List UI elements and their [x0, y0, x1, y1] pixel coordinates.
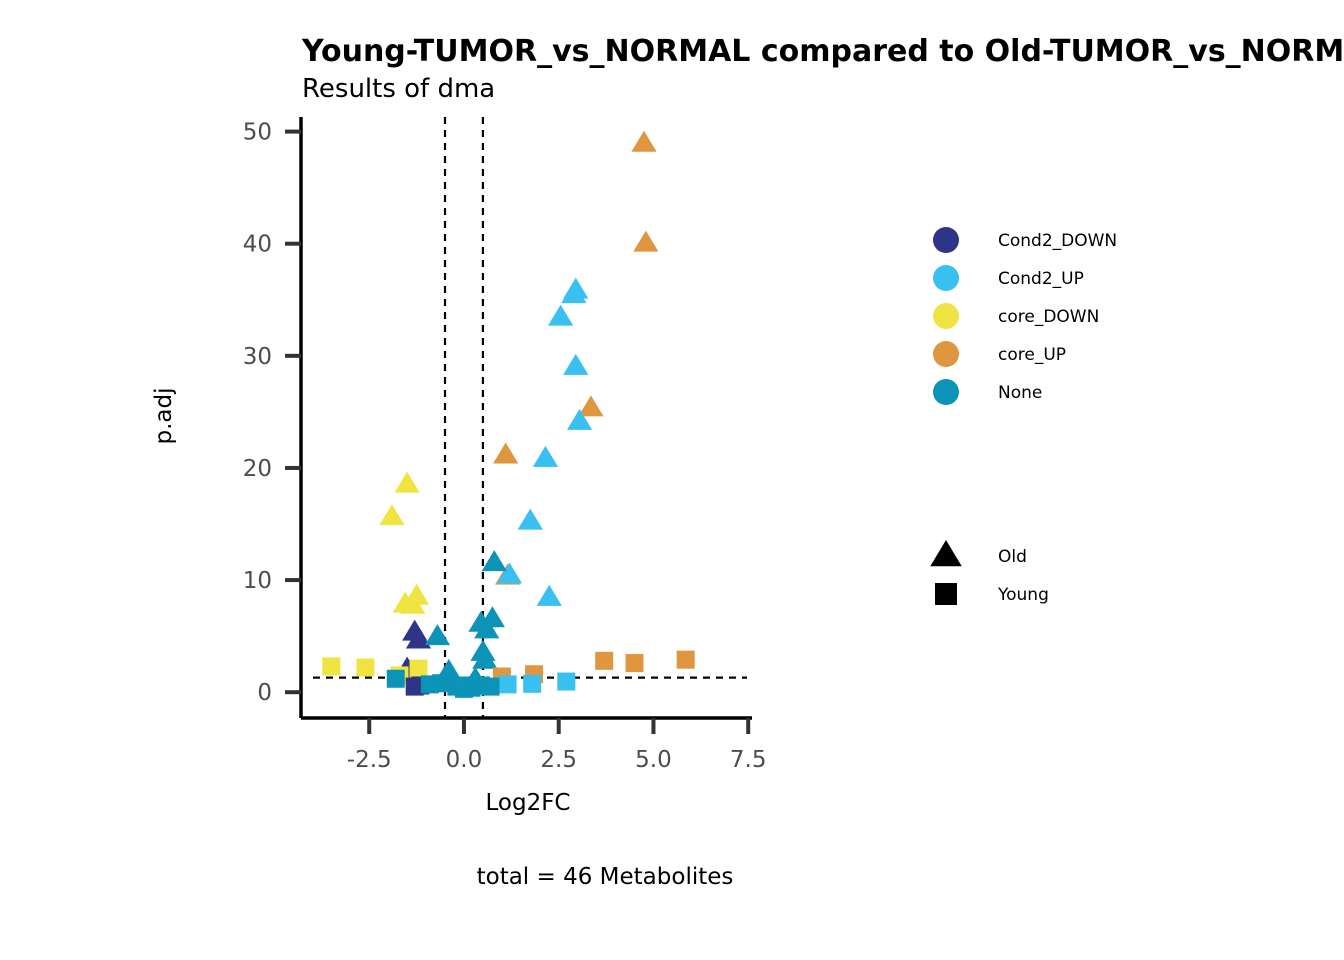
legend-color-label-3: core_UP: [998, 345, 1066, 365]
point-old-0: [631, 130, 657, 152]
point-old-18: [400, 592, 426, 614]
point-old-2: [578, 395, 604, 417]
y-tick-label-1: 10: [243, 568, 272, 594]
legend-color-key-4: [933, 379, 959, 405]
x-tick-label-2: 2.5: [540, 747, 577, 773]
legend-color-label-4: None: [998, 383, 1042, 403]
chart-subtitle: Results of dma: [302, 74, 495, 104]
x-tick-label-1: 0.0: [446, 747, 483, 773]
point-young-8: [322, 657, 341, 676]
point-old-7: [548, 304, 574, 326]
data-points: [322, 130, 695, 698]
point-young-6: [523, 674, 542, 693]
point-young-22: [451, 676, 470, 695]
y-tick-label-3: 30: [243, 344, 272, 370]
point-young-2: [625, 654, 644, 673]
point-young-0: [676, 650, 695, 669]
legend-color-label-0: Cond2_DOWN: [998, 231, 1117, 251]
y-tick-label-0: 0: [257, 680, 272, 706]
legend-shape-label-1: Young: [997, 585, 1049, 605]
point-young-7: [498, 675, 517, 694]
point-old-1: [633, 230, 659, 252]
x-tick-label-3: 5.0: [635, 747, 672, 773]
point-old-25: [474, 617, 500, 639]
legend-color-key-3: [933, 341, 959, 367]
y-axis-title: p.adj: [151, 388, 177, 445]
legend-color-label-1: Cond2_UP: [998, 269, 1084, 289]
x-tick-label-4: 7.5: [730, 747, 767, 773]
legend-color-key-1: [933, 265, 959, 291]
point-old-3: [493, 442, 519, 464]
legend-shape-key-1: [935, 583, 957, 605]
legend-color-key-0: [933, 227, 959, 253]
point-young-14: [386, 669, 405, 688]
point-old-12: [496, 562, 523, 584]
y-tick-label-2: 20: [243, 456, 272, 482]
y-tick-label-5: 50: [243, 120, 272, 146]
caption-total: total = 46 Metabolites: [477, 864, 734, 890]
x-tick-label-0: -2.5: [347, 747, 392, 773]
point-old-6: [561, 282, 587, 304]
point-old-14: [394, 471, 420, 493]
axes: -2.5 0.0 2.5 5.0 7.5 0 10 20 30 40 50: [243, 117, 767, 773]
y-tick-label-4: 40: [243, 232, 272, 258]
point-old-8: [563, 353, 589, 375]
point-old-22: [481, 550, 507, 572]
x-axis-title: Log2FC: [485, 790, 570, 816]
legend-color-key-2: [933, 303, 959, 329]
point-young-16: [432, 674, 451, 693]
point-young-10: [409, 659, 428, 678]
reference-lines: [313, 117, 747, 718]
point-old-20: [405, 627, 432, 649]
point-old-15: [379, 504, 405, 526]
point-old-28: [472, 647, 498, 669]
point-young-21: [481, 677, 500, 696]
legend: Cond2_DOWN Cond2_UP core_DOWN core_UP None Ol…: [930, 227, 1117, 605]
legend-color-label-2: core_DOWN: [998, 307, 1099, 327]
point-young-5: [557, 672, 576, 691]
point-old-13: [536, 584, 562, 606]
point-old-26: [424, 624, 451, 646]
point-young-1: [595, 651, 614, 670]
point-old-9: [566, 408, 593, 430]
legend-shape-label-0: Old: [998, 547, 1027, 567]
point-young-9: [356, 658, 375, 677]
legend-shape-key-0: [930, 540, 962, 567]
point-old-10: [532, 445, 559, 467]
chart-title: Young-TUMOR_vs_NORMAL compared to Old-TU…: [301, 34, 1344, 69]
point-old-11: [517, 508, 543, 530]
